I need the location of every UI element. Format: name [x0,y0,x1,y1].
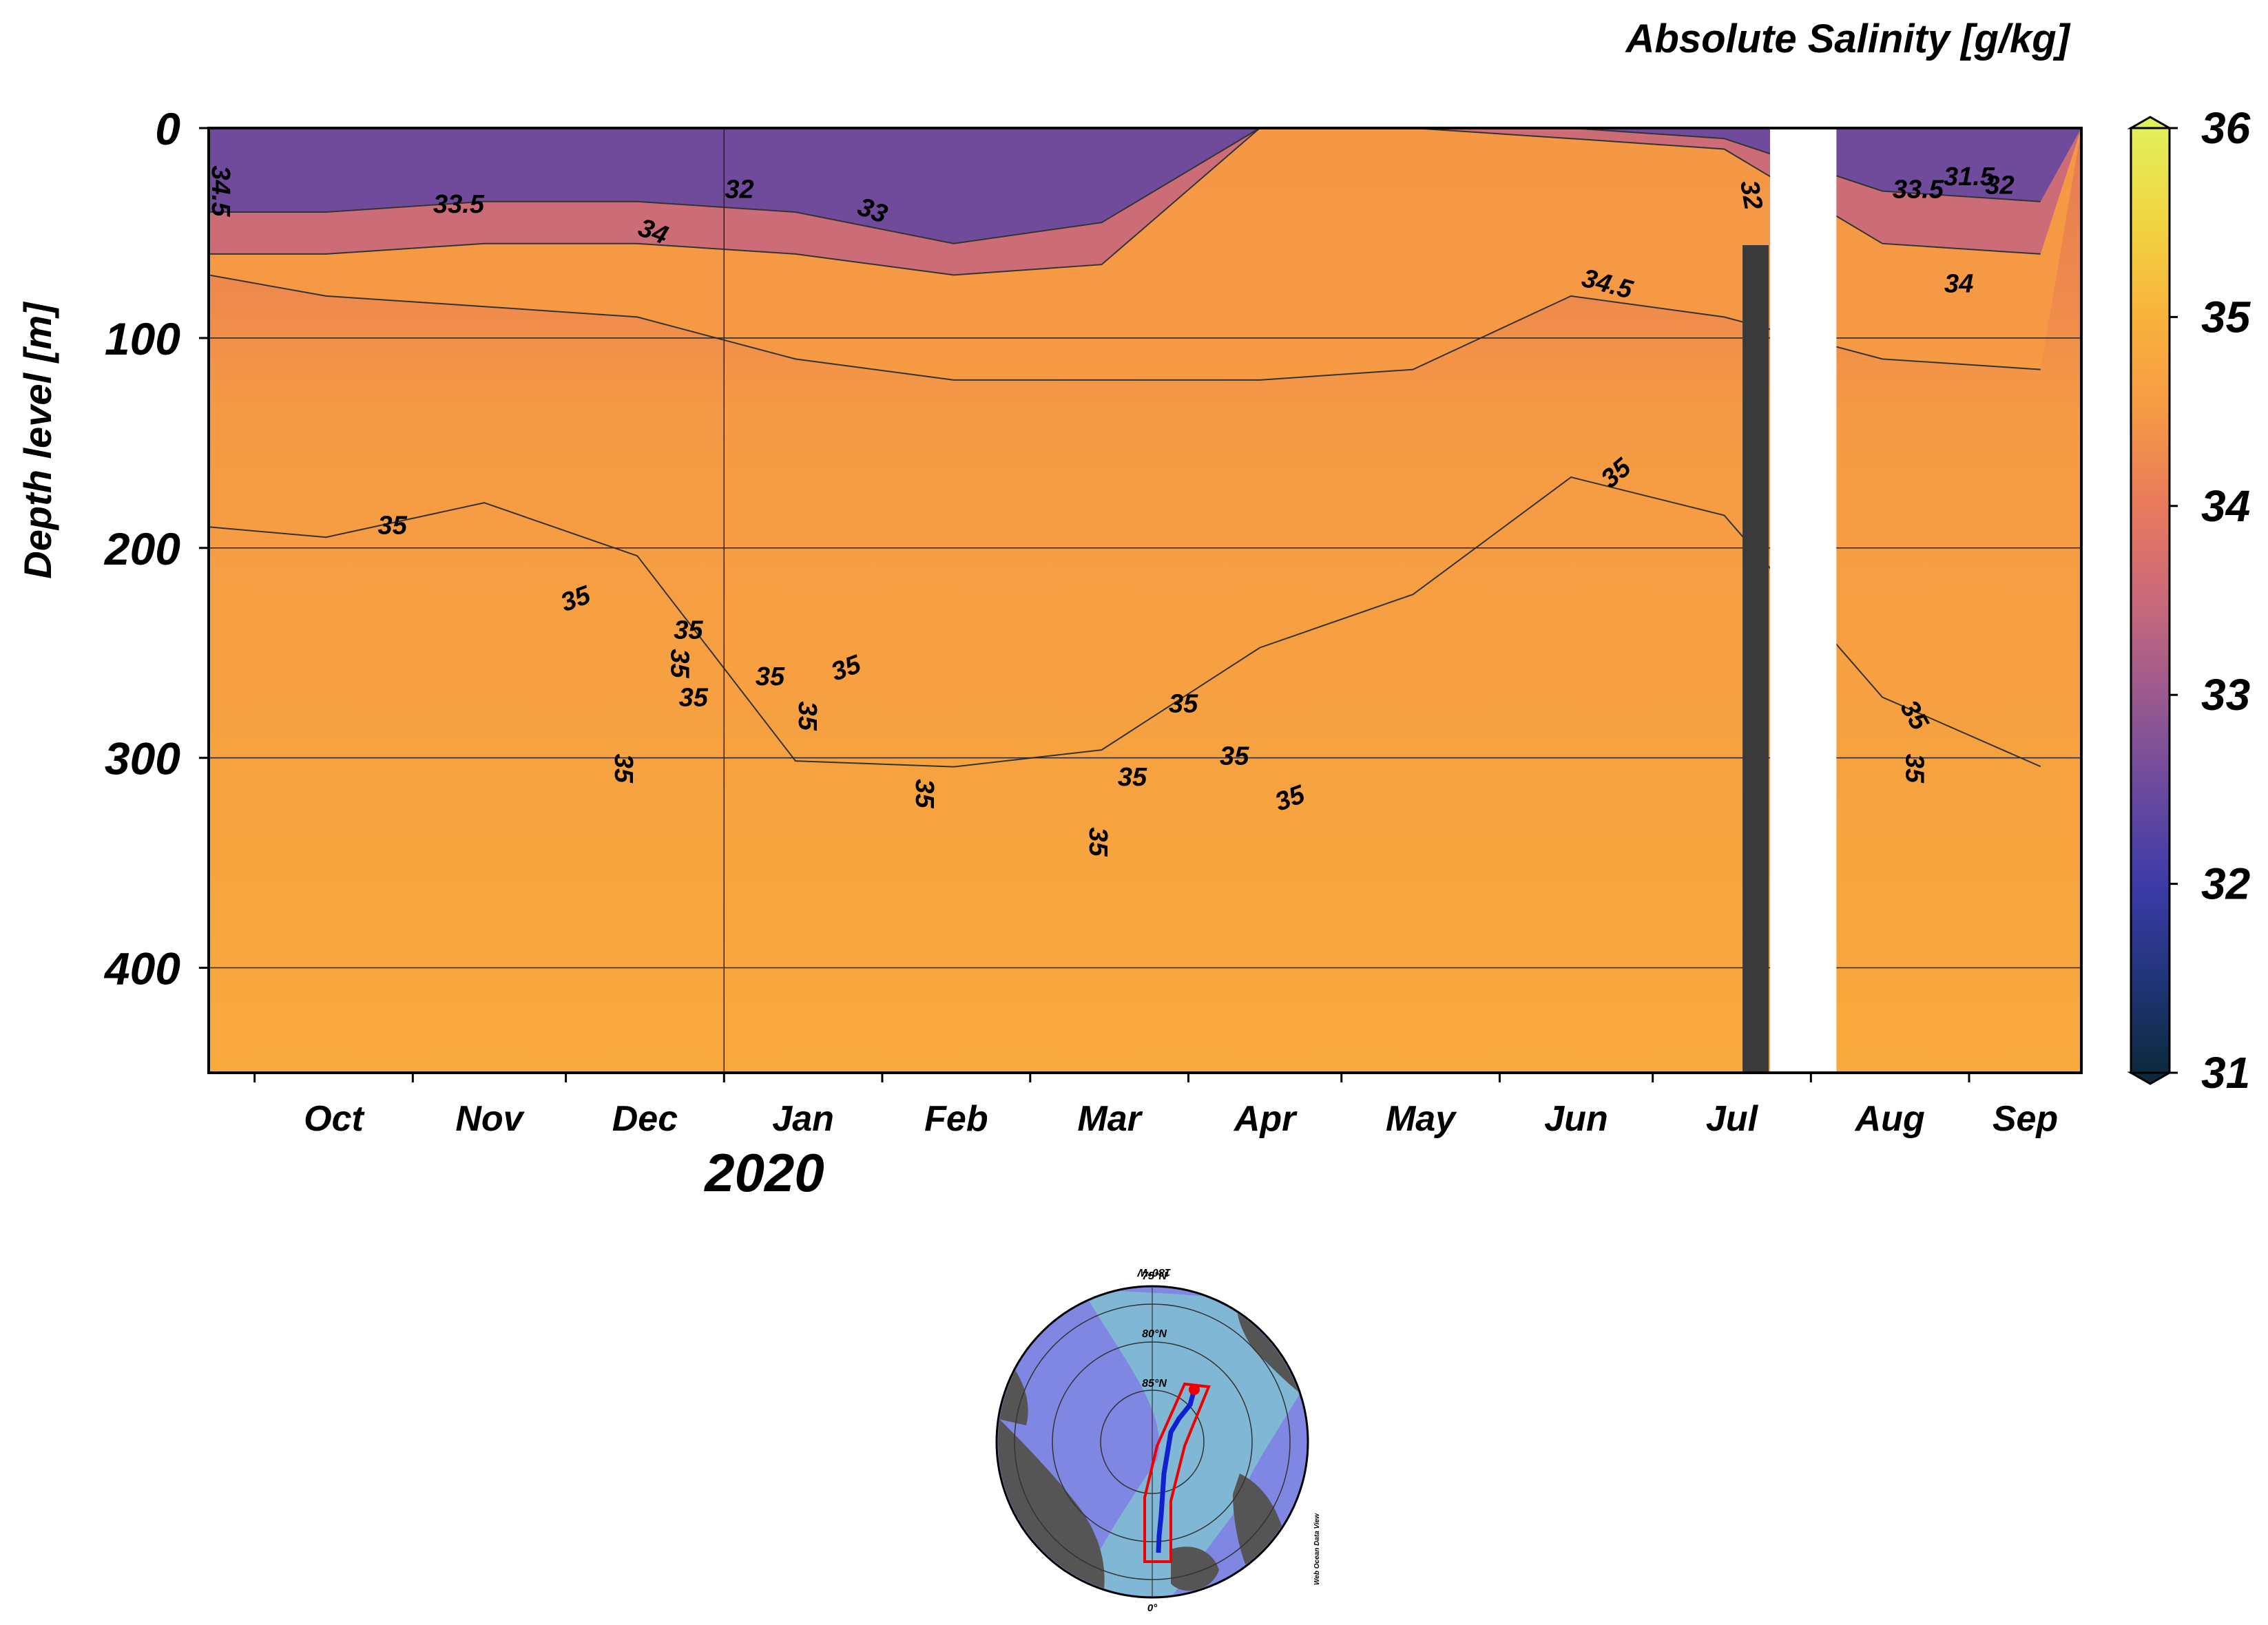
contour-label: 35 [665,649,694,678]
gridlines [209,128,2081,1073]
salinity-contours [209,128,2041,768]
contour-label: 35 [674,616,703,645]
chart-title: Absolute Salinity [g/kg] [1625,17,2071,61]
gap-edge [1742,245,1769,1073]
colorbar-tick-label: 31 [2201,1048,2250,1098]
map-label-180w: 180°W [1136,1266,1171,1278]
x-tick-label: Jul [1706,1099,1759,1139]
y-tick-label: 100 [105,313,180,364]
colorbar-tick-label: 36 [2201,103,2251,153]
y-tick-label: 400 [103,943,180,994]
contour-label: 35 [1169,689,1198,718]
x-tick-label: Jan [772,1099,834,1139]
contour-label: 35 [1083,827,1112,857]
colorbar-tick-label: 32 [2201,859,2250,909]
x-tick-label: Jun [1544,1099,1608,1139]
colorbar-tick-label: 35 [2201,292,2251,342]
contour-label: 35 [1118,763,1147,792]
x-tick-label: Aug [1854,1099,1925,1139]
contour-label: 35 [609,754,638,784]
map-label-85: 85°N [1142,1378,1167,1390]
data-gap [1742,128,1837,1073]
colorbar-ticks: 31 32 33 34 35 36 [2170,103,2251,1098]
contour-label: 34 [1944,270,1973,299]
inset-map: 75°N 80°N 85°N 180°W 0° Web Ocean Data V… [995,1266,1321,1614]
map-label-75: 75°N [1142,1270,1167,1282]
contour-label: 31.5 [1944,162,1995,191]
layer-33-5 [209,128,2081,244]
x-tick-label: Sep [1993,1099,2058,1139]
map-label-80: 80°N [1142,1328,1167,1340]
y-axis-label: Depth level [m] [16,301,59,579]
map-credit: Web Ocean Data View [1313,1513,1321,1585]
x-tick-label: Oct [304,1099,365,1139]
y-tick-label: 0 [155,103,180,154]
contour-label: 35 [679,683,709,712]
contour-line-s34-5 [209,274,2041,381]
x-tick-label: Apr [1233,1099,1298,1139]
x-tick-label: May [1386,1099,1457,1139]
x-axis: Oct Nov Dec Jan Feb Mar Apr May Jun Jul Aug Sep [253,1073,2058,1139]
contour-label: 35 [793,702,822,731]
contour-line-s33-5 [209,128,2041,244]
plot-frame [207,127,2083,1074]
contour-label: 33.5 [1893,176,1944,205]
x-tick-label: Nov [455,1099,525,1139]
colorbar-min-cap [2127,1071,2174,1085]
map-start-marker [1189,1384,1200,1395]
y-axis: 0 100 200 300 400 [103,103,209,994]
contour-line-s34 [209,128,2041,276]
contour-label: 35 [1900,754,1928,784]
map-shelf-shallow [1074,1288,1307,1596]
contour-label: 32 [1734,178,1768,212]
surface-fresh-layer [209,128,2081,380]
map-track-box [1143,1382,1211,1563]
colorbar-tick-label: 34 [2201,481,2250,531]
colorbar-tick-label: 33 [2201,670,2250,720]
gap-blank [1770,128,1837,1073]
colorbar: 31 32 33 34 35 36 [2127,103,2251,1098]
contour-label: 35 [1220,742,1249,771]
colorbar-max-cap [2127,116,2174,129]
contour-label: 34.5 [206,166,235,218]
contour-label: 33.5 [433,190,485,219]
contour-label: 32 [725,176,753,205]
contour-label: 35 [378,511,408,540]
colorbar-scale [2130,127,2171,1074]
contour-label: 32 [1985,171,2014,200]
map-land-svalbard [1171,1547,1219,1591]
x-tick-label: Mar [1077,1099,1143,1139]
contour-line-s35 [209,476,2041,768]
x-tick-label: Dec [612,1099,678,1139]
x-tick-label: Feb [924,1099,988,1139]
contour-label: 35 [756,662,785,691]
map-label-0: 0° [1147,1602,1158,1614]
y-tick-label: 300 [105,733,180,784]
y-tick-label: 200 [103,523,180,574]
year-label: 2020 [703,1142,824,1203]
map-drift-track [1156,1389,1197,1553]
contour-label: 35 [910,779,939,808]
